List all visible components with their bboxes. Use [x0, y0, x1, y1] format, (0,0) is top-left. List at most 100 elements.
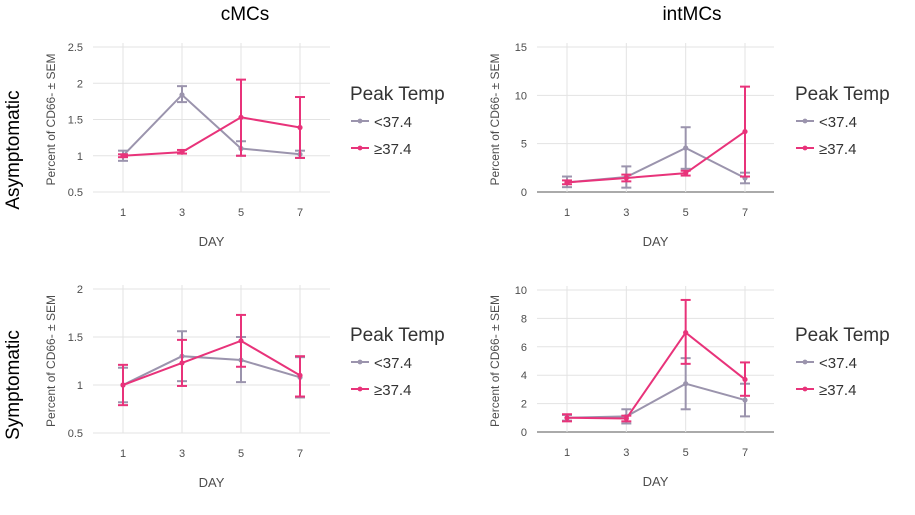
y-tick-label: 1.5 — [68, 115, 83, 127]
y-tick-label: 6 — [521, 342, 527, 354]
y-tick-label: 5 — [521, 139, 527, 151]
data-point — [742, 376, 748, 383]
data-point — [238, 114, 244, 120]
legend-entry: <37.4 — [374, 355, 412, 372]
x-tick-label: 1 — [120, 207, 126, 219]
data-point — [683, 170, 689, 176]
data-point — [683, 381, 689, 387]
x-tick-label: 7 — [297, 207, 303, 219]
x-tick-label: 5 — [683, 447, 689, 459]
y-tick-label: 0 — [521, 427, 527, 439]
legend-entry: ≥37.4 — [374, 141, 411, 158]
x-tick-label: 5 — [238, 207, 244, 219]
series-high — [118, 78, 305, 159]
data-point — [297, 372, 303, 378]
x-axis-label: DAY — [643, 234, 669, 249]
legend-swatch-point — [802, 386, 808, 392]
x-tick-label: 1 — [564, 207, 570, 219]
legend-title: Peak Temp — [350, 84, 445, 105]
x-axis-label: DAY — [199, 234, 225, 249]
y-tick-label: 10 — [515, 285, 527, 297]
legend-swatch-point — [357, 118, 363, 124]
data-point — [120, 153, 126, 159]
legend-entry: ≥37.4 — [374, 382, 411, 399]
data-point — [683, 330, 689, 336]
x-axis-label: DAY — [643, 474, 669, 489]
data-point — [683, 145, 689, 151]
panel-symptomatic-cmcs: 0.5 1 1.5 2 1 3 5 7 DAY Percent of CD66- ± SEM Pea… — [44, 284, 445, 490]
y-tick-label: 4 — [521, 370, 527, 382]
series-line — [566, 130, 746, 184]
series-high — [562, 298, 750, 423]
data-point — [742, 128, 748, 135]
panel-symptomatic-intmcs: 0 2 4 6 8 10 1 3 5 7 DAY Percent of CD66- ± SEM Peak… — [488, 285, 890, 489]
legend-title: Peak Temp — [795, 325, 890, 346]
y-tick-label: 2.5 — [68, 42, 83, 54]
y-tick-label: 0.5 — [68, 187, 83, 199]
data-point — [564, 179, 570, 185]
row-title-asymptomatic: Asymptomatic — [3, 90, 24, 209]
legend-swatch-point — [357, 386, 363, 392]
series-high — [118, 313, 305, 407]
x-tick-label: 7 — [742, 207, 748, 219]
x-tick-label: 7 — [297, 448, 303, 460]
series-line — [566, 331, 746, 420]
y-axis-label: Percent of CD66- ± SEM — [488, 295, 502, 427]
data-point — [742, 397, 748, 403]
data-point — [297, 124, 303, 131]
y-tick-label: 0 — [521, 187, 527, 199]
y-tick-label: 2 — [77, 284, 83, 296]
panel-asymptomatic-cmcs: 0.5 1 1.5 2 2.5 1 3 5 7 DAY Percent of CD66- ± SEM… — [44, 42, 445, 249]
data-point — [179, 149, 185, 155]
legend-swatch-point — [802, 145, 808, 151]
y-axis-label: Percent of CD66- ± SEM — [44, 54, 58, 186]
legend-entry: <37.4 — [819, 355, 857, 372]
legend: Peak Temp <37.4 ≥37.4 — [795, 84, 890, 158]
y-tick-label: 15 — [515, 42, 527, 54]
series-line — [566, 146, 746, 184]
legend-title: Peak Temp — [795, 84, 890, 105]
legend-entry: <37.4 — [819, 114, 857, 131]
data-point — [564, 415, 570, 421]
y-tick-label: 2 — [521, 399, 527, 411]
y-tick-label: 10 — [515, 90, 527, 102]
data-point — [238, 338, 244, 344]
y-axis-label: Percent of CD66- ± SEM — [488, 54, 502, 186]
legend: Peak Temp <37.4 ≥37.4 — [795, 325, 890, 399]
data-point — [120, 382, 126, 388]
series-line — [122, 93, 301, 157]
column-title-intmcs: intMCs — [662, 4, 721, 25]
legend: Peak Temp <37.4 ≥37.4 — [350, 325, 445, 399]
column-title-cmcs: cMCs — [221, 4, 270, 25]
series-line — [122, 355, 301, 386]
legend-swatch-point — [802, 118, 808, 124]
series-high — [562, 85, 750, 186]
series-low — [562, 357, 750, 425]
series-low — [562, 126, 750, 189]
panel-asymptomatic-intmcs: 0 5 10 15 1 3 5 7 DAY Percent of CD66- ± SEM Peak … — [488, 42, 890, 249]
y-tick-label: 0.5 — [68, 428, 83, 440]
x-tick-label: 7 — [742, 447, 748, 459]
legend: Peak Temp <37.4 ≥37.4 — [350, 84, 445, 158]
legend-entry: ≥37.4 — [819, 141, 856, 158]
legend-swatch-point — [802, 359, 808, 365]
data-point — [179, 360, 185, 366]
y-tick-label: 1.5 — [68, 332, 83, 344]
x-tick-label: 1 — [120, 448, 126, 460]
data-point — [179, 92, 185, 98]
series-line — [122, 339, 301, 386]
x-tick-label: 3 — [623, 207, 629, 219]
legend-entry: <37.4 — [374, 114, 412, 131]
y-tick-label: 2 — [77, 78, 83, 90]
series-line — [122, 116, 301, 157]
legend-swatch-point — [357, 359, 363, 365]
legend-swatch-point — [357, 145, 363, 151]
y-tick-label: 8 — [521, 313, 527, 325]
series-line — [566, 382, 746, 419]
x-tick-label: 3 — [623, 447, 629, 459]
y-tick-label: 1 — [77, 380, 83, 392]
series-low — [118, 330, 305, 404]
x-tick-label: 5 — [683, 207, 689, 219]
y-axis-label: Percent of CD66- ± SEM — [44, 295, 58, 427]
